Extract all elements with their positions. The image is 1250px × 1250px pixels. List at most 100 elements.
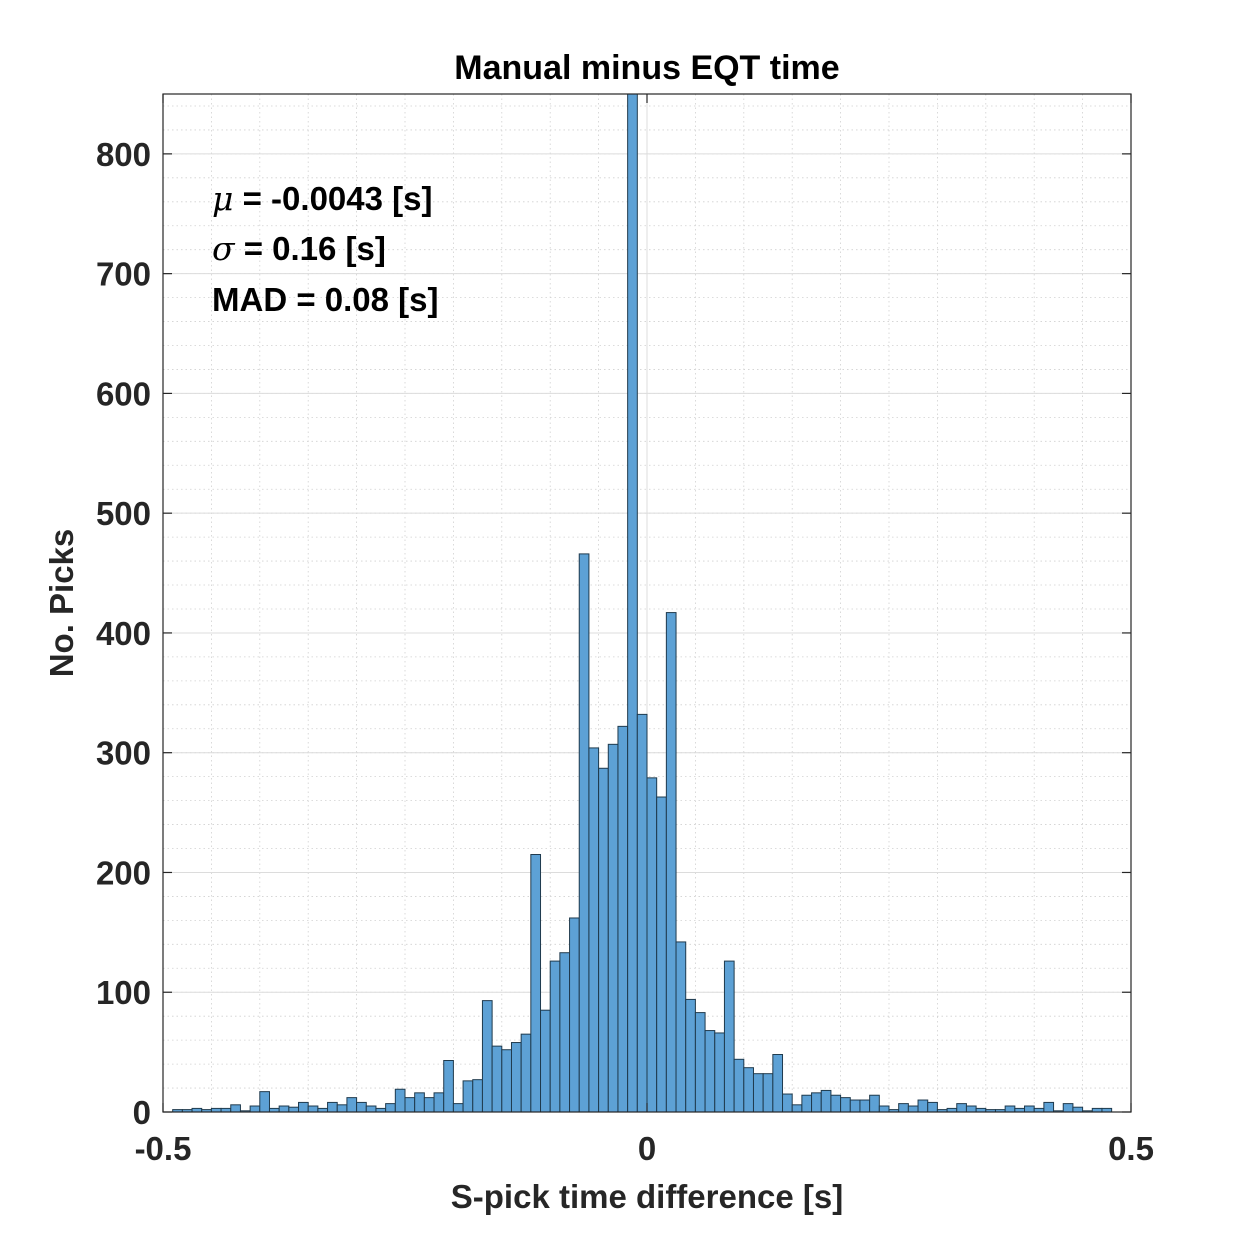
- histogram-bar: [259, 1091, 270, 1113]
- histogram-bar: [481, 1000, 493, 1113]
- histogram-bar: [385, 1103, 396, 1113]
- histogram-bar: [636, 713, 648, 1113]
- y-tick-label: 100: [96, 974, 151, 1011]
- histogram-bar: [540, 1009, 551, 1113]
- histogram-bar: [288, 1106, 300, 1113]
- histogram-bar: [927, 1101, 938, 1113]
- histogram-bar: [472, 1079, 483, 1113]
- histogram-bar: [327, 1101, 338, 1113]
- x-tick-labels: -0.5 0 0.5: [135, 1130, 1154, 1167]
- y-tick-label: 800: [96, 136, 151, 173]
- tick-marks: [162, 94, 1132, 1113]
- histogram-bar: [762, 1073, 774, 1113]
- histogram-bar: [491, 1045, 503, 1113]
- std-value: = 0.16 [s]: [235, 230, 386, 267]
- histogram-bar: [694, 1012, 706, 1113]
- histogram-bar: [965, 1105, 977, 1113]
- histogram-bar: [510, 1042, 522, 1113]
- histogram-bar: [230, 1104, 241, 1113]
- histogram-bar: [569, 917, 580, 1113]
- histogram-bar: [414, 1092, 425, 1113]
- histogram-bar: [404, 1097, 416, 1113]
- histogram-bar: [365, 1105, 377, 1113]
- histogram-bar: [1062, 1103, 1074, 1113]
- histogram-bar: [917, 1099, 929, 1113]
- histogram-bar: [1004, 1105, 1016, 1113]
- histogram-bar: [394, 1088, 406, 1113]
- histogram-bar: [578, 553, 590, 1113]
- histogram-bar: [869, 1094, 880, 1113]
- histogram-bar: [675, 941, 687, 1113]
- histogram-bar: [278, 1105, 290, 1113]
- histogram-bar: [530, 854, 542, 1113]
- y-tick-label: 300: [96, 735, 151, 772]
- mad-annotation: MAD = 0.08 [s]: [212, 281, 439, 318]
- x-tick-label: 0.5: [1108, 1130, 1154, 1167]
- y-tick-label: 200: [96, 854, 151, 891]
- chart-title: Manual minus EQT time: [454, 49, 839, 87]
- histogram-bar: [907, 1105, 919, 1113]
- histogram-bar: [791, 1104, 803, 1113]
- histogram-bar: [646, 777, 658, 1113]
- histogram-bar: [423, 1097, 435, 1113]
- histogram-bar: [704, 1030, 716, 1113]
- histogram-bar: [752, 1073, 764, 1113]
- histogram-bar: [849, 1099, 861, 1113]
- histogram-bar: [830, 1094, 842, 1113]
- histogram-bar: [336, 1104, 348, 1113]
- histogram-bar: [356, 1101, 367, 1113]
- histogram-bar: [1043, 1101, 1055, 1113]
- std-annotation: σ = 0.16 [s]: [212, 229, 386, 268]
- y-tick-label: 500: [96, 495, 151, 532]
- x-tick-label: 0: [638, 1130, 656, 1167]
- histogram-bar: [820, 1089, 832, 1113]
- histogram-bar: [462, 1080, 474, 1113]
- histogram-bar: [772, 1054, 784, 1113]
- histogram-bar: [656, 796, 667, 1113]
- histogram-bar: [559, 952, 571, 1113]
- histogram-bar: [723, 960, 735, 1113]
- y-tick-labels: 0 100 200 300 400 500 600 700 800: [96, 136, 151, 1131]
- histogram-bar: [307, 1105, 319, 1113]
- histogram-bar: [898, 1103, 909, 1113]
- histogram-bar: [665, 612, 677, 1113]
- y-tick-label: 700: [96, 256, 151, 293]
- histogram-bar: [1072, 1106, 1084, 1113]
- histogram-bar: [443, 1060, 454, 1113]
- sigma-symbol: σ: [212, 229, 236, 268]
- histogram-bar: [782, 1093, 793, 1113]
- x-tick-label: -0.5: [135, 1130, 192, 1167]
- histogram-bar: [617, 725, 629, 1113]
- mean-annotation: μ = -0.0043 [s]: [212, 179, 432, 218]
- histogram-bar: [840, 1097, 851, 1113]
- histogram-bar: [714, 1032, 725, 1113]
- mean-value: = -0.0043 [s]: [233, 180, 432, 217]
- histogram-bar: [249, 1105, 261, 1113]
- y-tick-label: 400: [96, 615, 151, 652]
- histogram-bar: [607, 743, 619, 1113]
- y-axis-label: No. Picks: [43, 529, 80, 678]
- histogram-bar: [1024, 1105, 1035, 1113]
- y-tick-label: 0: [133, 1094, 151, 1131]
- histogram-bar: [598, 767, 609, 1113]
- histogram-bar: [811, 1092, 822, 1113]
- histogram-bar: [520, 1033, 532, 1113]
- histogram-bar: [859, 1099, 871, 1113]
- histogram-bar: [685, 998, 696, 1113]
- histogram-bar: [452, 1103, 464, 1113]
- histogram-bar: [501, 1049, 512, 1113]
- histogram-bar: [801, 1094, 813, 1113]
- x-axis-label: S-pick time difference [s]: [451, 1178, 843, 1215]
- histogram-bar: [743, 1067, 754, 1113]
- histogram-bar: [298, 1101, 309, 1113]
- histogram-bar: [878, 1105, 890, 1113]
- histogram-bar: [956, 1103, 967, 1113]
- minor-grid: [162, 94, 1132, 1113]
- histogram-bar: [433, 1092, 445, 1113]
- histogram-bar: [588, 747, 600, 1113]
- histogram-bar: [733, 1058, 745, 1113]
- y-tick-label: 600: [96, 375, 151, 412]
- histogram-bar: [346, 1097, 358, 1113]
- mu-symbol: μ: [212, 179, 233, 218]
